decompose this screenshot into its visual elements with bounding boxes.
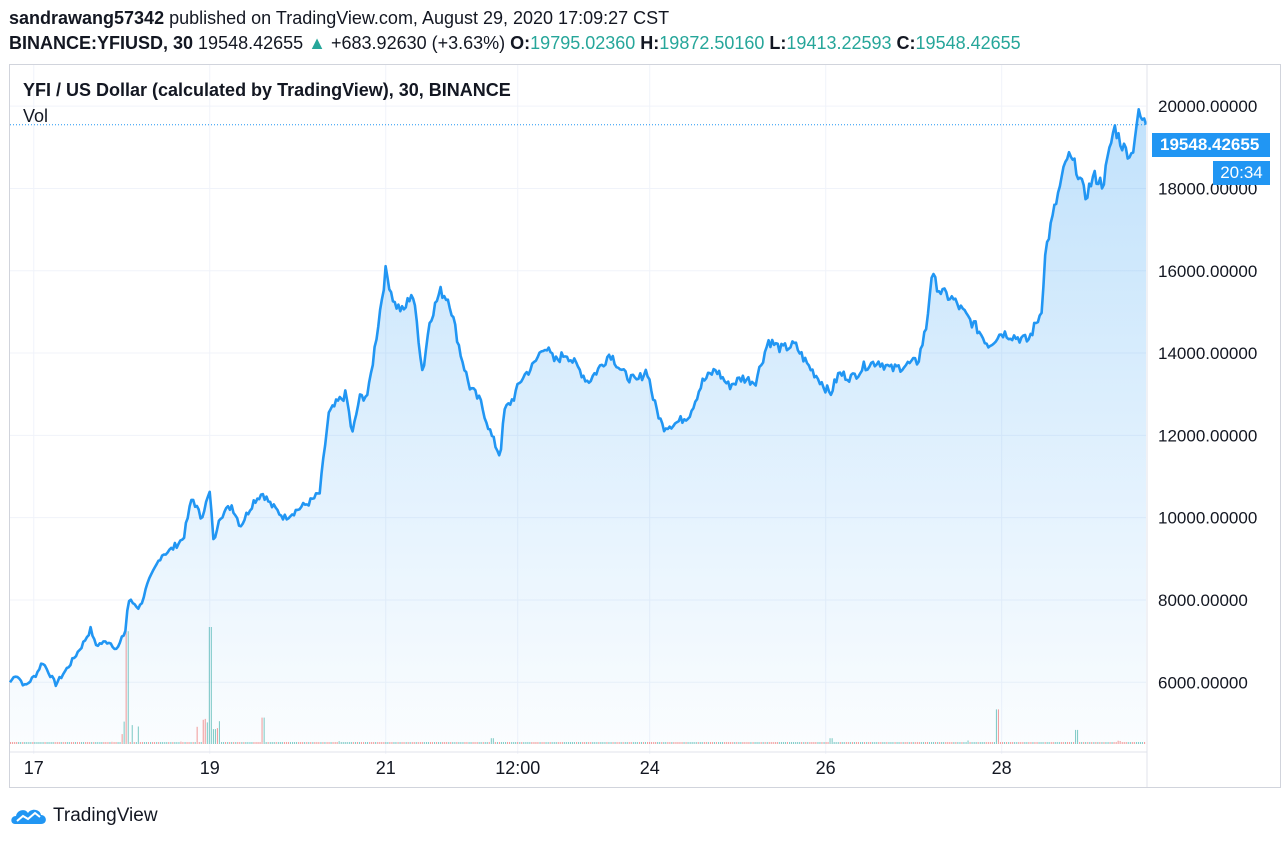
y-tick-label: 8000.00000 bbox=[1158, 591, 1248, 610]
price-change: +683.92630 (+3.63%) bbox=[331, 33, 506, 53]
author-name[interactable]: sandrawang57342 bbox=[9, 8, 165, 28]
brand-name[interactable]: TradingView bbox=[53, 805, 158, 826]
up-triangle-icon: ▲ bbox=[308, 33, 326, 53]
open-label: O: bbox=[510, 33, 531, 53]
x-tick-label: 19 bbox=[200, 758, 220, 778]
low-value: 19413.22593 bbox=[786, 33, 892, 53]
published-text: published on TradingView.com, August 29,… bbox=[169, 8, 670, 28]
tradingview-logo-icon[interactable] bbox=[9, 804, 49, 828]
close-label: C: bbox=[896, 33, 916, 53]
y-tick-label: 14000.00000 bbox=[1158, 344, 1257, 363]
y-tick-label: 20000.00000 bbox=[1158, 97, 1257, 116]
y-tick-label: 16000.00000 bbox=[1158, 262, 1257, 281]
close-value: 19548.42655 bbox=[915, 33, 1021, 53]
y-tick-label: 10000.00000 bbox=[1158, 509, 1257, 528]
time-axis[interactable]: 17 19 21 12:00 24 26 28 bbox=[10, 751, 1147, 778]
x-tick-label: 24 bbox=[640, 758, 660, 778]
price-area-fill bbox=[10, 109, 1146, 745]
chart-title: YFI / US Dollar (calculated by TradingVi… bbox=[23, 80, 511, 100]
bar-countdown-tag: 20:34 bbox=[1213, 161, 1270, 185]
x-tick-label: 12:00 bbox=[495, 758, 540, 778]
symbol-label: BINANCE:YFIUSD, 30 bbox=[9, 33, 194, 53]
publish-info: sandrawang57342 published on TradingView… bbox=[9, 8, 669, 29]
y-tick-label: 6000.00000 bbox=[1158, 673, 1248, 692]
x-tick-label: 26 bbox=[816, 758, 836, 778]
high-value: 19872.50160 bbox=[659, 33, 765, 53]
last-price: 19548.42655 bbox=[198, 33, 304, 53]
price-series-line bbox=[8, 108, 1148, 688]
x-tick-label: 28 bbox=[992, 758, 1012, 778]
x-tick-label: 21 bbox=[376, 758, 396, 778]
high-label: H: bbox=[640, 33, 660, 53]
price-line bbox=[8, 108, 1148, 688]
footer: TradingView bbox=[9, 803, 158, 829]
chart-frame[interactable] bbox=[9, 64, 1281, 788]
open-value: 19795.02360 bbox=[530, 33, 636, 53]
last-price-tag: 19548.42655 bbox=[1152, 133, 1270, 157]
volume-legend: Vol bbox=[23, 106, 49, 126]
low-label: L: bbox=[769, 33, 787, 53]
x-tick-label: 17 bbox=[24, 758, 44, 778]
quote-line: BINANCE:YFIUSD, 30 19548.42655 ▲ +683.92… bbox=[9, 33, 1021, 54]
price-area bbox=[10, 109, 1146, 745]
y-tick-label: 12000.00000 bbox=[1158, 426, 1257, 445]
price-axis[interactable]: 20000.0000018000.0000016000.0000014000.0… bbox=[1146, 65, 1257, 787]
